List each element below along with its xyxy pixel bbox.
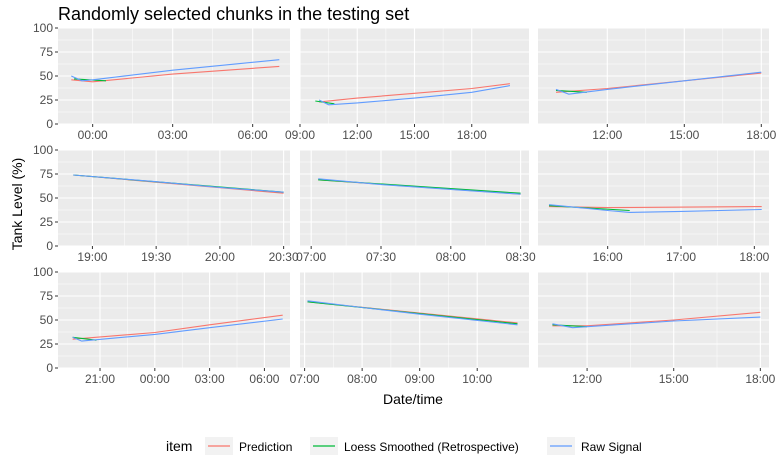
x-tick-label: 19:00 — [77, 250, 107, 264]
y-tick-label: 50 — [40, 191, 54, 205]
y-tick-label: 50 — [40, 313, 54, 327]
x-tick-label: 21:00 — [85, 372, 115, 386]
y-tick-label: 75 — [40, 289, 54, 303]
series-line-raw-signal — [71, 59, 280, 82]
facet-panel-8: 07:00 08:00 09:00 10:00 — [290, 271, 529, 386]
series-line-raw-signal — [548, 204, 762, 213]
facet-panel-7: 0 25 50 75 100 21:00 00:00 03:00 06:00 — [33, 265, 290, 386]
x-tick-label: 07:00 — [296, 250, 326, 264]
facet-panel-1: 0 25 50 75 100 00:00 03:00 06:00 — [33, 21, 290, 142]
x-tick-label: 12:00 — [342, 128, 372, 142]
y-tick-label: 0 — [46, 117, 53, 131]
x-tick-label: 07:30 — [366, 250, 396, 264]
chart-title: Randomly selected chunks in the testing … — [58, 4, 409, 24]
series-line-raw-signal — [72, 318, 283, 342]
facet-panel-4: 0 25 50 75 100 19:00 19:30 20:00 20:30 — [33, 143, 299, 264]
x-tick-label: 08:00 — [347, 372, 377, 386]
x-tick-label: 08:00 — [436, 250, 466, 264]
x-tick-label: 00:00 — [140, 372, 170, 386]
x-tick-label: 18:00 — [745, 372, 775, 386]
series-line-prediction — [72, 314, 283, 340]
x-tick-label: 03:00 — [158, 128, 188, 142]
x-tick-label: 18:00 — [457, 128, 487, 142]
x-tick-label: 15:00 — [399, 128, 429, 142]
facet-panel-6: 16:00 17:00 18:00 — [538, 149, 770, 264]
legend-title: item — [166, 438, 192, 454]
series-line-raw-signal — [318, 178, 521, 195]
facet-panel-2: 09:00 12:00 15:00 18:00 — [285, 27, 529, 142]
facet-panel-5: 07:00 07:30 08:00 08:30 — [296, 149, 536, 264]
x-tick-label: 19:30 — [141, 250, 171, 264]
y-tick-label: 25 — [40, 215, 54, 229]
y-tick-label: 0 — [46, 239, 53, 253]
y-tick-label: 100 — [33, 21, 53, 35]
y-tick-label: 100 — [33, 143, 53, 157]
y-tick-label: 25 — [40, 93, 54, 107]
legend: item Prediction Loess Smoothed (Retrospec… — [166, 437, 642, 455]
y-tick-label: 75 — [40, 45, 54, 59]
facet-panels: 0 25 50 75 100 00:00 03:00 06:00 09:00 12:00 15:00… — [33, 21, 777, 386]
facet-panel-3: 12:00 15:00 18:00 — [538, 27, 777, 142]
facet-panel-9: 12:00 15:00 18:00 — [538, 271, 776, 386]
legend-entry: Raw Signal — [547, 437, 642, 455]
x-tick-label: 18:00 — [746, 128, 776, 142]
y-tick-label: 0 — [46, 361, 53, 375]
x-tick-label: 09:00 — [405, 372, 435, 386]
x-tick-label: 12:00 — [592, 128, 622, 142]
series-line-loess-smoothed-retrospective — [555, 89, 587, 93]
x-tick-label: 06:00 — [238, 128, 268, 142]
legend-label: Raw Signal — [581, 440, 642, 454]
x-tick-label: 15:00 — [659, 372, 689, 386]
legend-entry: Loess Smoothed (Retrospective) — [310, 437, 519, 455]
y-tick-label: 75 — [40, 167, 54, 181]
x-tick-label: 03:00 — [195, 372, 225, 386]
x-tick-label: 20:00 — [205, 250, 235, 264]
series-line-raw-signal — [307, 300, 518, 326]
series-line-prediction — [319, 83, 510, 103]
x-tick-label: 18:00 — [739, 250, 769, 264]
x-tick-label: 17:00 — [666, 250, 696, 264]
legend-label: Prediction — [239, 440, 292, 454]
x-tick-label: 08:30 — [506, 250, 536, 264]
y-tick-label: 50 — [40, 69, 54, 83]
x-tick-label: 07:00 — [290, 372, 320, 386]
x-tick-label: 15:00 — [669, 128, 699, 142]
x-tick-label: 16:00 — [593, 250, 623, 264]
y-axis-title: Tank Level (%) — [9, 158, 25, 251]
x-tick-label: 12:00 — [572, 372, 602, 386]
x-tick-label: 20:30 — [269, 250, 299, 264]
legend-entry: Prediction — [205, 437, 292, 455]
series-line-raw-signal — [552, 316, 761, 329]
y-tick-label: 100 — [33, 265, 53, 279]
y-tick-label: 25 — [40, 337, 54, 351]
series-line-raw-signal — [73, 174, 284, 193]
legend-label: Loess Smoothed (Retrospective) — [344, 440, 519, 454]
x-tick-label: 09:00 — [285, 128, 315, 142]
x-axis-title: Date/time — [383, 391, 443, 407]
x-tick-label: 06:00 — [249, 372, 279, 386]
x-tick-label: 10:00 — [462, 372, 492, 386]
series-line-raw-signal — [555, 71, 762, 95]
x-tick-label: 00:00 — [78, 128, 108, 142]
series-line-raw-signal — [318, 85, 510, 106]
